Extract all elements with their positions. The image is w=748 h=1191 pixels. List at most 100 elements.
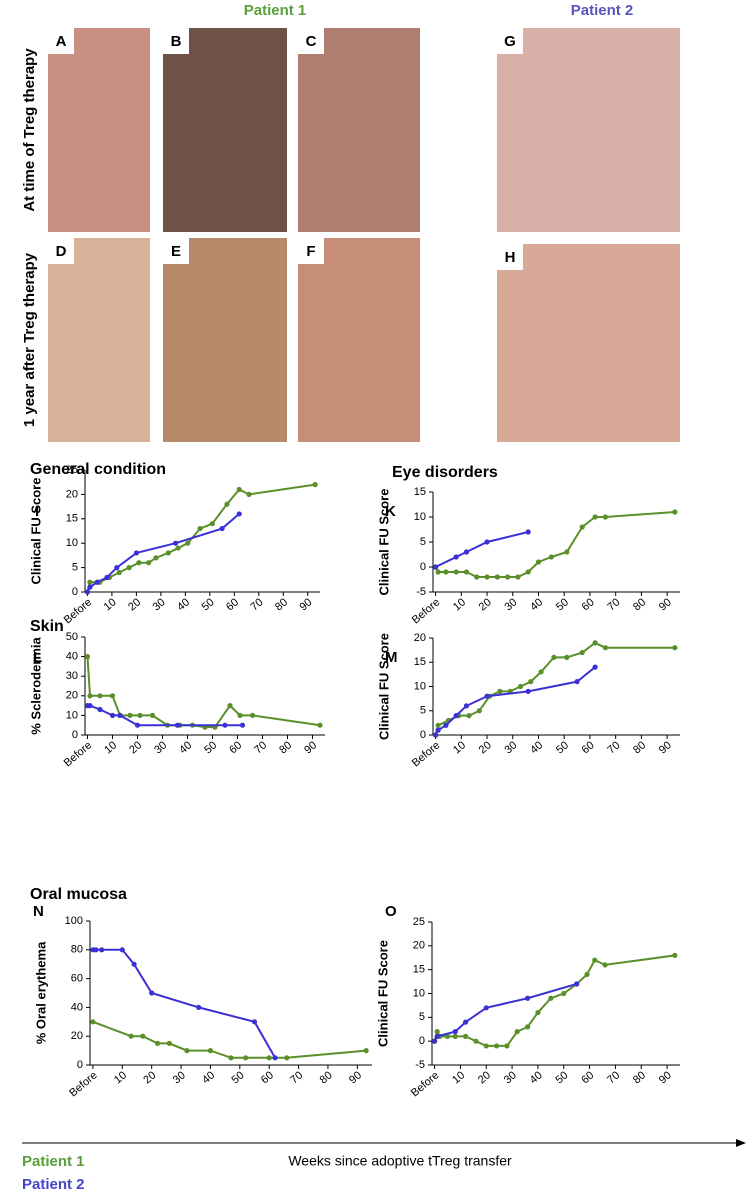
data-point <box>165 550 171 556</box>
x-tick-label: 40 <box>528 596 545 613</box>
y-tick-label: 20 <box>413 940 425 952</box>
data-point <box>184 1048 190 1054</box>
x-tick-label: 60 <box>259 1069 276 1086</box>
data-point <box>109 693 116 699</box>
x-tick-label: 20 <box>141 1069 158 1086</box>
data-point <box>432 564 439 570</box>
x-tick-label: 30 <box>151 596 168 613</box>
data-point <box>237 712 243 719</box>
x-tick-label: 50 <box>553 1069 570 1086</box>
data-point <box>525 688 531 694</box>
x-tick-label: 70 <box>605 596 622 613</box>
data-point <box>149 990 155 996</box>
section-title: Oral mucosa <box>30 886 127 903</box>
data-point <box>463 569 470 575</box>
x-tick-label: 90 <box>302 739 319 756</box>
x-tick-label: 30 <box>502 739 519 756</box>
data-point <box>133 550 140 556</box>
y-tick-label: 20 <box>66 488 78 500</box>
x-tick-label: Before <box>410 596 443 626</box>
x-tick-label: 90 <box>657 1069 674 1086</box>
data-point <box>134 722 141 728</box>
y-tick-label: 15 <box>414 486 426 498</box>
y-tick-label: 15 <box>413 964 425 976</box>
x-tick-label: 30 <box>152 739 169 756</box>
row-label: 1 year after Treg therapy <box>21 252 38 427</box>
data-point <box>87 584 93 590</box>
data-point <box>174 722 181 728</box>
data-point <box>266 1055 272 1061</box>
x-tick-label: 40 <box>528 739 545 756</box>
x-tick-label: 40 <box>175 596 192 613</box>
data-point <box>453 569 459 575</box>
data-point <box>525 529 531 535</box>
section-title: Skin <box>30 618 64 635</box>
panel-letter: N <box>33 903 44 920</box>
x-tick-label: 80 <box>631 1069 648 1086</box>
data-point <box>564 654 570 661</box>
y-tick-label: 5 <box>420 536 426 548</box>
series-line <box>435 531 529 568</box>
y-axis-label: Clinical FU Score <box>375 940 390 1047</box>
x-tick-label: 30 <box>502 1069 519 1086</box>
data-point <box>602 514 608 520</box>
x-tick-label: 80 <box>273 596 290 613</box>
data-point <box>109 712 116 719</box>
y-tick-label: 25 <box>66 464 78 476</box>
y-tick-label: 10 <box>66 537 78 549</box>
x-tick-label: Before <box>67 1069 100 1099</box>
photo <box>298 238 420 442</box>
y-tick-label: 15 <box>414 656 426 668</box>
panel-letter: C <box>306 33 317 50</box>
series-line <box>434 511 675 578</box>
y-axis-label: % Sclerodermia <box>28 636 43 734</box>
data-point <box>484 693 490 699</box>
data-point <box>116 569 122 576</box>
x-tick-label: 80 <box>277 739 294 756</box>
data-point <box>444 1033 451 1039</box>
data-point <box>462 1033 469 1039</box>
data-point <box>312 482 318 488</box>
x-tick-label: 30 <box>502 596 519 613</box>
x-tick-label: 60 <box>580 596 597 613</box>
series-line <box>433 954 675 1047</box>
panel-letter-box <box>48 28 74 54</box>
y-tick-label: 0 <box>420 729 426 741</box>
photo <box>163 28 287 232</box>
x-tick-label: 20 <box>126 596 143 613</box>
y-tick-label: 100 <box>65 915 83 927</box>
y-tick-label: 40 <box>66 651 78 663</box>
data-point <box>126 565 132 571</box>
y-tick-label: 30 <box>66 670 78 682</box>
panel-letter-box <box>163 28 189 54</box>
data-point <box>592 664 598 670</box>
y-tick-label: -5 <box>416 586 426 598</box>
data-point <box>222 722 228 728</box>
y-tick-label: 40 <box>71 1001 83 1013</box>
data-point <box>592 514 598 520</box>
data-point <box>185 540 191 546</box>
data-point <box>84 654 91 660</box>
x-tick-label: 70 <box>605 1069 622 1086</box>
data-point <box>236 486 242 493</box>
series-line <box>92 948 276 1059</box>
data-point <box>579 649 585 656</box>
y-tick-label: 25 <box>413 916 425 928</box>
data-point <box>592 640 598 646</box>
panel-letter: M <box>385 649 398 666</box>
y-tick-label: 20 <box>71 1030 83 1042</box>
series-line <box>434 666 596 736</box>
x-tick-label: 10 <box>112 1069 129 1086</box>
data-point <box>196 1004 202 1011</box>
panel-letter: H <box>505 249 516 266</box>
data-point <box>515 574 521 580</box>
series-line <box>92 1020 367 1059</box>
data-point <box>435 569 441 575</box>
y-tick-label: 10 <box>413 987 425 999</box>
panel-letter: I <box>35 503 39 520</box>
data-point <box>672 645 678 651</box>
x-tick-label: 20 <box>477 739 494 756</box>
y-tick-label: 0 <box>72 729 78 741</box>
x-tick-label: 60 <box>579 1069 596 1086</box>
data-point <box>574 679 580 685</box>
